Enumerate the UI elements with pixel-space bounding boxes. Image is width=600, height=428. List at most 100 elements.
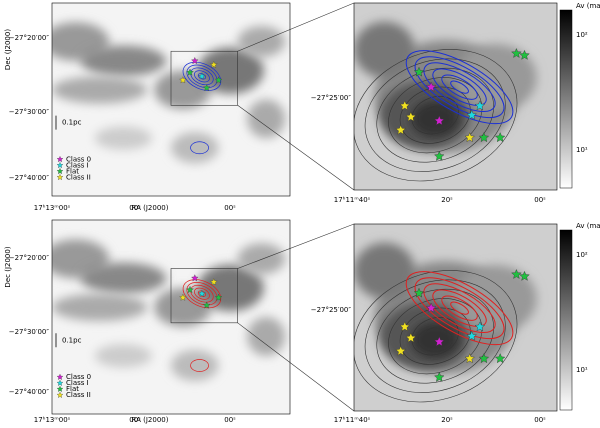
legend-label: Class 0	[66, 155, 91, 163]
star	[511, 268, 522, 279]
star	[413, 66, 425, 77]
legend-star	[56, 167, 64, 175]
panel-image	[52, 3, 290, 196]
colorbar	[559, 229, 573, 411]
star	[413, 287, 425, 298]
star	[203, 301, 211, 309]
av-contour	[354, 49, 518, 182]
contour	[450, 80, 469, 94]
contour	[432, 68, 487, 106]
zoom-box	[170, 268, 238, 324]
y-axis-title: Dec (J2000)	[4, 246, 12, 287]
star	[464, 132, 476, 143]
star	[474, 100, 486, 111]
contour	[441, 74, 478, 100]
star	[434, 115, 445, 126]
x-tick-label: 00ˢ	[129, 204, 141, 212]
legend-star	[56, 385, 64, 392]
star	[434, 336, 445, 347]
extinction	[354, 21, 415, 78]
star	[210, 278, 218, 286]
legend-label: Class I	[66, 379, 89, 387]
legend-label: Class II	[66, 173, 91, 181]
contour	[441, 295, 478, 321]
contour	[194, 287, 210, 300]
star	[478, 353, 490, 364]
y-tick-label: −27°20′00″	[9, 34, 50, 42]
av-contour	[388, 77, 483, 154]
extinction	[94, 344, 152, 368]
panel-image	[354, 224, 557, 411]
y-tick-label: −27°25′00″	[311, 94, 352, 102]
star	[198, 72, 206, 80]
legend-star	[56, 161, 64, 169]
panel-frame	[51, 2, 291, 197]
contour	[423, 283, 496, 333]
av-contour	[388, 298, 483, 375]
star	[466, 330, 477, 341]
av-contour	[411, 317, 459, 356]
star	[214, 293, 223, 301]
panel-image	[354, 3, 557, 190]
extinction	[171, 132, 219, 164]
x-tick-label: 17ʰ13ᵐ00ˢ	[34, 416, 71, 424]
panel-frame	[353, 2, 558, 191]
star	[466, 109, 477, 120]
legend-label: Class 0	[66, 373, 91, 381]
contour	[182, 61, 222, 91]
y-axis-title: Dec (J2000)	[4, 29, 12, 70]
colorbar-tick-label: 10²	[576, 251, 588, 259]
scale-label: 0.1pc	[62, 119, 82, 127]
legend-star	[56, 391, 64, 398]
legend-star	[56, 373, 64, 380]
legend-label: Flat	[66, 167, 79, 175]
extinction	[247, 317, 286, 356]
x-tick-label: 17ʰ11ᵐ40ˢ	[334, 196, 371, 204]
star	[186, 285, 194, 294]
star	[425, 81, 437, 92]
star	[478, 132, 490, 143]
star	[434, 150, 445, 161]
colorbar-title: Av (mag)	[576, 2, 600, 10]
legend-star	[56, 379, 64, 386]
legend-star	[56, 155, 64, 163]
x-tick-label: 17ʰ11ᵐ40ˢ	[334, 416, 371, 424]
extinction	[410, 321, 460, 359]
extinction	[94, 126, 152, 150]
y-tick-label: −27°40′00″	[9, 174, 50, 182]
star	[494, 353, 506, 364]
zoom-box	[170, 50, 238, 106]
colorbar-tick-label: 10¹	[576, 146, 588, 154]
colorbar-title: Av (mag)	[576, 222, 600, 230]
star	[494, 132, 506, 143]
legend-label: Flat	[66, 385, 79, 393]
star	[179, 293, 187, 301]
x-tick-label: 20ˢ	[441, 196, 453, 204]
star	[405, 111, 417, 122]
extinction	[354, 242, 415, 299]
x-tick-label: 20ˢ	[441, 416, 453, 424]
colorbar-tick-label: 10²	[576, 31, 588, 39]
legend-label: Class I	[66, 161, 89, 169]
y-tick-label: −27°30′00″	[9, 328, 50, 336]
extinction	[52, 76, 148, 104]
contour	[414, 277, 505, 340]
star	[191, 274, 199, 282]
zoom-line	[237, 2, 355, 52]
av-contour	[354, 270, 518, 403]
x-tick-label: 00ˢ	[534, 196, 546, 204]
av-contour	[411, 96, 459, 135]
star	[203, 84, 211, 92]
extinction	[410, 100, 460, 138]
panel-frame	[353, 223, 558, 412]
extinction	[52, 293, 148, 321]
x-tick-label: 00ˢ	[129, 416, 141, 424]
contour	[432, 289, 487, 327]
star	[474, 321, 486, 332]
colorbar	[559, 9, 573, 189]
x-tick-label: 00ˢ	[224, 204, 236, 212]
extinction	[154, 287, 212, 327]
y-tick-label: −27°40′00″	[9, 388, 50, 396]
x-tick-label: 00ˢ	[534, 416, 546, 424]
panel-frame	[51, 219, 291, 415]
